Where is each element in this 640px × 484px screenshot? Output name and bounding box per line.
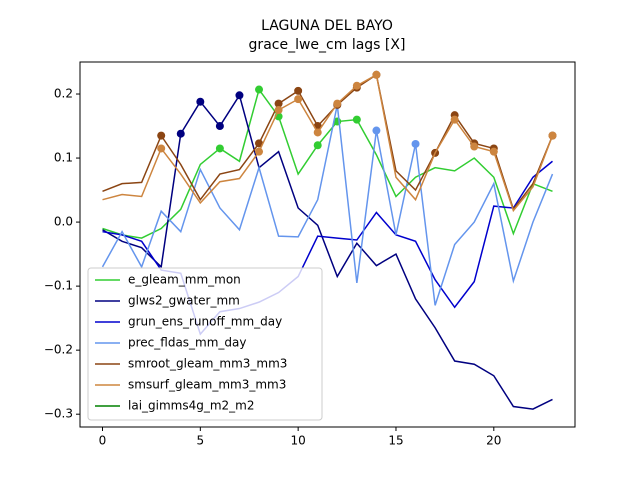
y-tick-label: −0.3: [44, 407, 73, 421]
highlight-marker: [255, 147, 264, 156]
legend-label: e_gleam_mm_mon: [128, 273, 241, 287]
x-tick-label: 20: [486, 434, 501, 448]
highlight-marker: [157, 144, 166, 153]
highlight-marker: [352, 115, 361, 124]
chart-title: LAGUNA DEL BAYO: [261, 18, 393, 34]
legend-label: lai_gimms4g_m2_m2: [128, 399, 255, 413]
highlight-marker: [294, 86, 303, 95]
chart-subtitle: grace_lwe_cm lags [X]: [249, 37, 406, 53]
highlight-marker: [450, 115, 459, 124]
highlight-marker: [255, 139, 264, 148]
y-tick-label: 0.2: [54, 87, 73, 101]
highlight-marker: [548, 131, 557, 140]
y-tick-label: −0.2: [44, 343, 73, 357]
highlight-marker: [235, 91, 244, 100]
highlight-marker: [196, 97, 205, 106]
highlight-marker: [215, 144, 224, 153]
y-tick-label: 0.1: [54, 151, 73, 165]
x-tick-label: 0: [99, 434, 107, 448]
highlight-marker: [333, 99, 342, 108]
highlight-marker: [157, 131, 166, 140]
y-tick-label: −0.1: [44, 279, 73, 293]
legend-label: prec_fldas_mm_day: [128, 336, 247, 350]
highlight-marker: [372, 70, 381, 79]
legend-label: smroot_gleam_mm3_mm3: [128, 357, 287, 371]
highlight-marker: [215, 122, 224, 131]
highlight-marker: [352, 81, 361, 90]
legend-label: grun_ens_runoff_mm_day: [128, 315, 282, 329]
legend-box: [87, 267, 323, 421]
highlight-marker: [372, 126, 381, 135]
x-tick-label: 5: [197, 434, 205, 448]
x-tick-label: 15: [388, 434, 403, 448]
highlight-marker: [274, 99, 283, 108]
highlight-marker: [313, 141, 322, 150]
series-line: [102, 87, 553, 239]
highlight-marker: [176, 129, 185, 138]
plot-frame: [79, 61, 576, 428]
highlight-marker: [489, 147, 498, 156]
highlight-marker: [274, 106, 283, 115]
legend-label: glws2_gwater_mm: [128, 294, 240, 308]
highlight-marker: [470, 142, 479, 151]
series-line: [101, 104, 554, 306]
highlight-marker: [294, 95, 303, 104]
series-line: [102, 93, 553, 410]
highlight-marker: [411, 139, 420, 148]
x-tick-label: 10: [291, 434, 306, 448]
highlight-marker: [313, 128, 322, 137]
legend-label: smsurf_gleam_mm3_mm3: [128, 378, 286, 392]
highlight-marker: [255, 85, 264, 94]
y-tick-label: 0.0: [54, 215, 73, 229]
